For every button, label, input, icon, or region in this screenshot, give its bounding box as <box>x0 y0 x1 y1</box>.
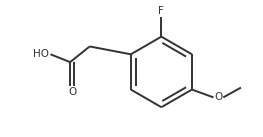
Text: HO: HO <box>33 49 49 59</box>
Text: F: F <box>158 6 164 16</box>
Text: O: O <box>68 87 76 97</box>
Text: O: O <box>214 92 223 102</box>
